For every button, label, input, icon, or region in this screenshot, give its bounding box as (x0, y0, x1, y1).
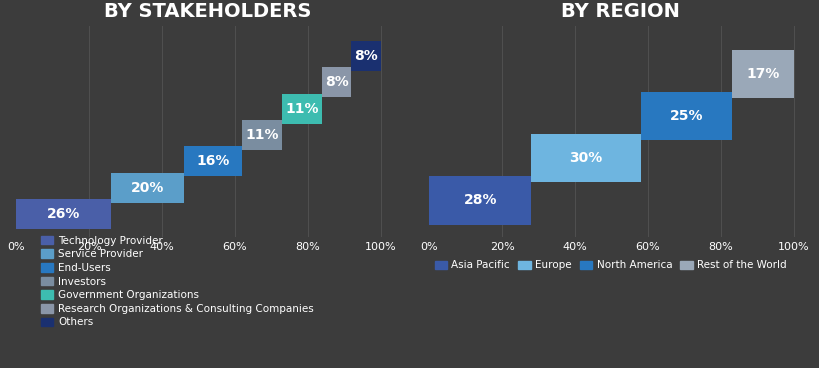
Text: 28%: 28% (463, 194, 496, 208)
Bar (531, 134, 640, 183)
Text: 20%: 20% (131, 181, 164, 195)
Text: 8%: 8% (324, 75, 348, 89)
Text: 30%: 30% (568, 151, 602, 165)
Bar (16, 199, 111, 229)
Text: 17%: 17% (745, 67, 778, 81)
Bar (111, 173, 183, 203)
Bar (183, 146, 242, 176)
Bar (731, 50, 793, 98)
Bar (322, 67, 351, 97)
Text: 26%: 26% (47, 207, 80, 221)
Legend: Asia Pacific, Europe, North America, Rest of the World: Asia Pacific, Europe, North America, Res… (434, 261, 785, 270)
Bar (351, 41, 380, 71)
Bar (429, 176, 531, 224)
Text: 16%: 16% (196, 154, 229, 168)
Text: 25%: 25% (668, 109, 702, 123)
Title: BY STAKEHOLDERS: BY STAKEHOLDERS (104, 3, 311, 21)
Title: BY REGION: BY REGION (560, 3, 679, 21)
Text: 11%: 11% (285, 102, 319, 116)
Text: 8%: 8% (354, 49, 378, 63)
Bar (640, 92, 731, 140)
Legend: Technology Provider, Service Provider, End-Users, Investors, Government Organiza: Technology Provider, Service Provider, E… (41, 236, 314, 328)
Bar (242, 120, 282, 150)
Text: 11%: 11% (245, 128, 278, 142)
Bar (282, 93, 322, 124)
